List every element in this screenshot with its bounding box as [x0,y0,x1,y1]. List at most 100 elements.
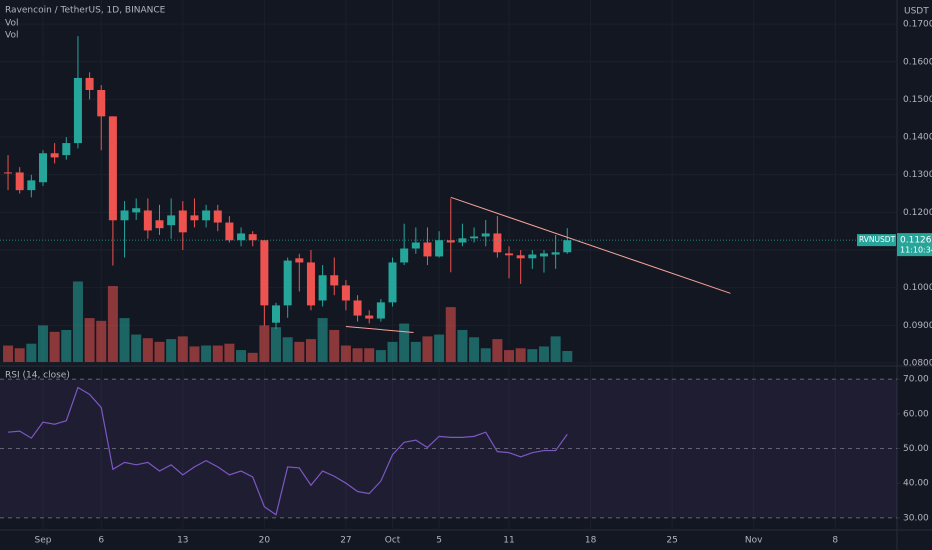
volume-bar [154,341,165,362]
volume-bar [562,351,573,362]
x-tick-label: 8 [832,536,838,546]
volume-bar [212,345,223,362]
candle-body [27,180,36,191]
candle-body [376,302,385,319]
volume-bar [49,331,60,362]
candle-body [341,285,350,301]
x-tick-label: 11 [503,536,514,546]
candle-body [202,210,211,221]
x-tick-label: 27 [340,536,351,546]
candle-body [225,222,234,241]
chart-title: Ravencoin / TetherUS, 1D, BINANCE [5,6,166,16]
volume-bar [119,318,130,362]
volume-bar [410,341,421,362]
volume-bar [387,341,398,362]
volume-legend: Vol [5,19,18,29]
volume-bar [445,307,456,362]
volume-bar [457,329,468,362]
trendline [450,196,731,294]
symbol-label: RVNUSDT [859,235,896,244]
volume-bar [422,336,433,362]
x-tick-label: Nov [745,536,763,546]
candle-body [539,253,548,257]
candle-body [435,240,444,257]
candle-body [120,210,129,221]
rsi-tick-label: 30.00 [903,513,929,523]
volume-bar [96,320,107,362]
volume-bar [142,338,153,362]
trendline [345,325,414,333]
candle-body [15,172,24,191]
volume-bar [236,350,247,362]
candle-body [132,208,141,213]
volume-bar [61,329,72,362]
x-tick-label: 13 [177,536,188,546]
candle-body [306,262,315,306]
volume-bar [340,345,351,362]
candle-body [248,234,257,241]
x-tick-label: 5 [436,536,442,546]
volume-bar [434,334,445,362]
candle-body [178,210,187,233]
volume-bar [177,336,188,362]
rsi-title: RSI (14, close) [5,371,70,381]
candle-body [318,275,327,301]
x-tick-label: Oct [385,536,401,546]
volume-bar [26,343,37,362]
candle-body [108,116,117,221]
y-tick-label: 0.17000 [903,20,932,30]
candle-body [97,89,106,117]
candle-body [400,248,409,263]
volume-bar [317,318,328,362]
volume-bar [527,349,538,362]
candle-body [423,242,432,257]
volume-bar [84,318,95,362]
candle-body [143,210,152,231]
volume-bar [282,337,293,362]
volume-bar [515,348,526,362]
volume-bar [504,350,515,362]
rsi-tick-label: 70.00 [903,375,929,385]
volume-bar [37,325,48,362]
symbol-badge [857,234,896,247]
volume-bar [375,350,386,362]
x-tick-label: 18 [585,536,597,546]
volume-bar [131,334,142,362]
rsi-line [7,386,568,516]
candle-body [38,153,47,183]
candle-body [283,260,292,306]
candle-body [470,236,479,239]
candle-body [295,258,304,263]
volume-bar [107,286,118,362]
rsi-tick-label: 50.00 [903,444,929,454]
volume-bar [492,339,503,362]
candle-body [505,253,514,256]
volume-bar [364,348,375,362]
volume-bar [166,339,177,362]
countdown: 11:10:34 [900,246,932,255]
candle-body [481,233,490,237]
x-tick-label: 25 [666,536,677,546]
candle-body [551,252,560,255]
candle-body [50,153,59,158]
candle-body [4,172,13,174]
x-tick-label: Sep [35,536,52,546]
candle-body [272,305,281,323]
volume-bar [399,323,410,362]
volume-bar [14,348,25,362]
candle-body [446,240,455,243]
candle-body [388,262,397,303]
volume-bar [550,336,561,362]
last-price-label: 0.11263 [900,236,932,246]
volume-bar [469,337,480,362]
candle-body [155,220,164,229]
volume-bar [201,345,212,362]
candle-body [353,300,362,316]
volume-bar [3,345,14,362]
candle-body [167,215,176,226]
